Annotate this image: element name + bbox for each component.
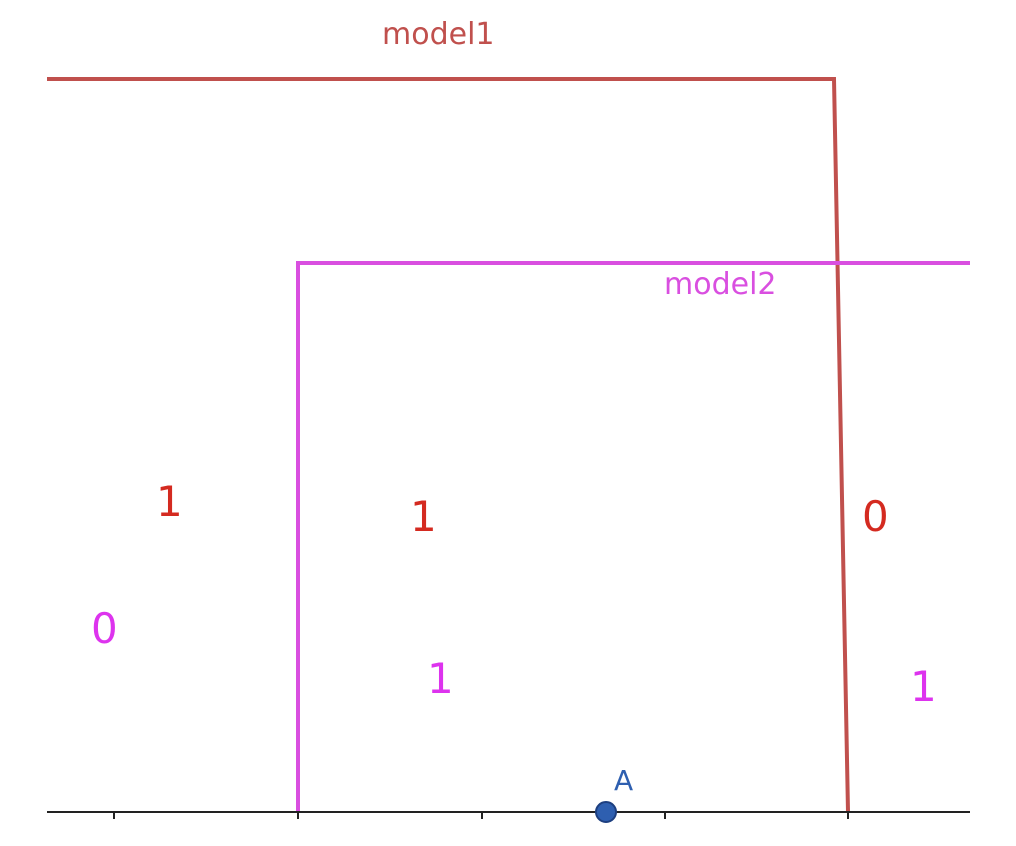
middle-model1-value: 1 [410, 492, 437, 541]
model1-line [47, 77, 850, 813]
model2-label: model2 [664, 267, 777, 302]
right-model2-value: 1 [910, 662, 937, 711]
left-model2-value: 0 [91, 604, 118, 653]
right-model1-value: 0 [862, 492, 889, 541]
middle-model2-value: 1 [427, 654, 454, 703]
left-model1-value: 1 [156, 477, 183, 526]
axis-ticks [113, 812, 849, 819]
model2-line [296, 261, 970, 812]
point-a-label: A [614, 764, 633, 797]
point-a[interactable] [595, 801, 617, 823]
model1-label: model1 [382, 17, 495, 52]
